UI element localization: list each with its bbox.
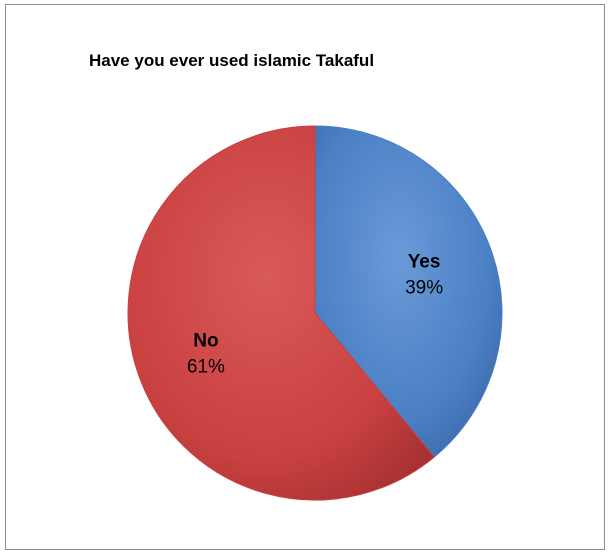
slice-percent-yes: 39% [405,278,443,299]
pie-slice-no [127,125,435,501]
pie-slices [127,125,503,501]
chart-title: Have you ever used islamic Takaful [89,51,374,70]
chart-frame: Have you ever used islamic Takaful Yes 39… [5,4,605,550]
slice-labels: Yes 39% No 61% [187,252,443,378]
pie-chart: Have you ever used islamic Takaful Yes 39… [89,51,503,501]
slice-percent-no: 61% [187,356,225,377]
slice-label-yes: Yes [408,252,441,273]
slice-label-no: No [193,330,218,351]
pie-slice-yes [314,125,503,458]
